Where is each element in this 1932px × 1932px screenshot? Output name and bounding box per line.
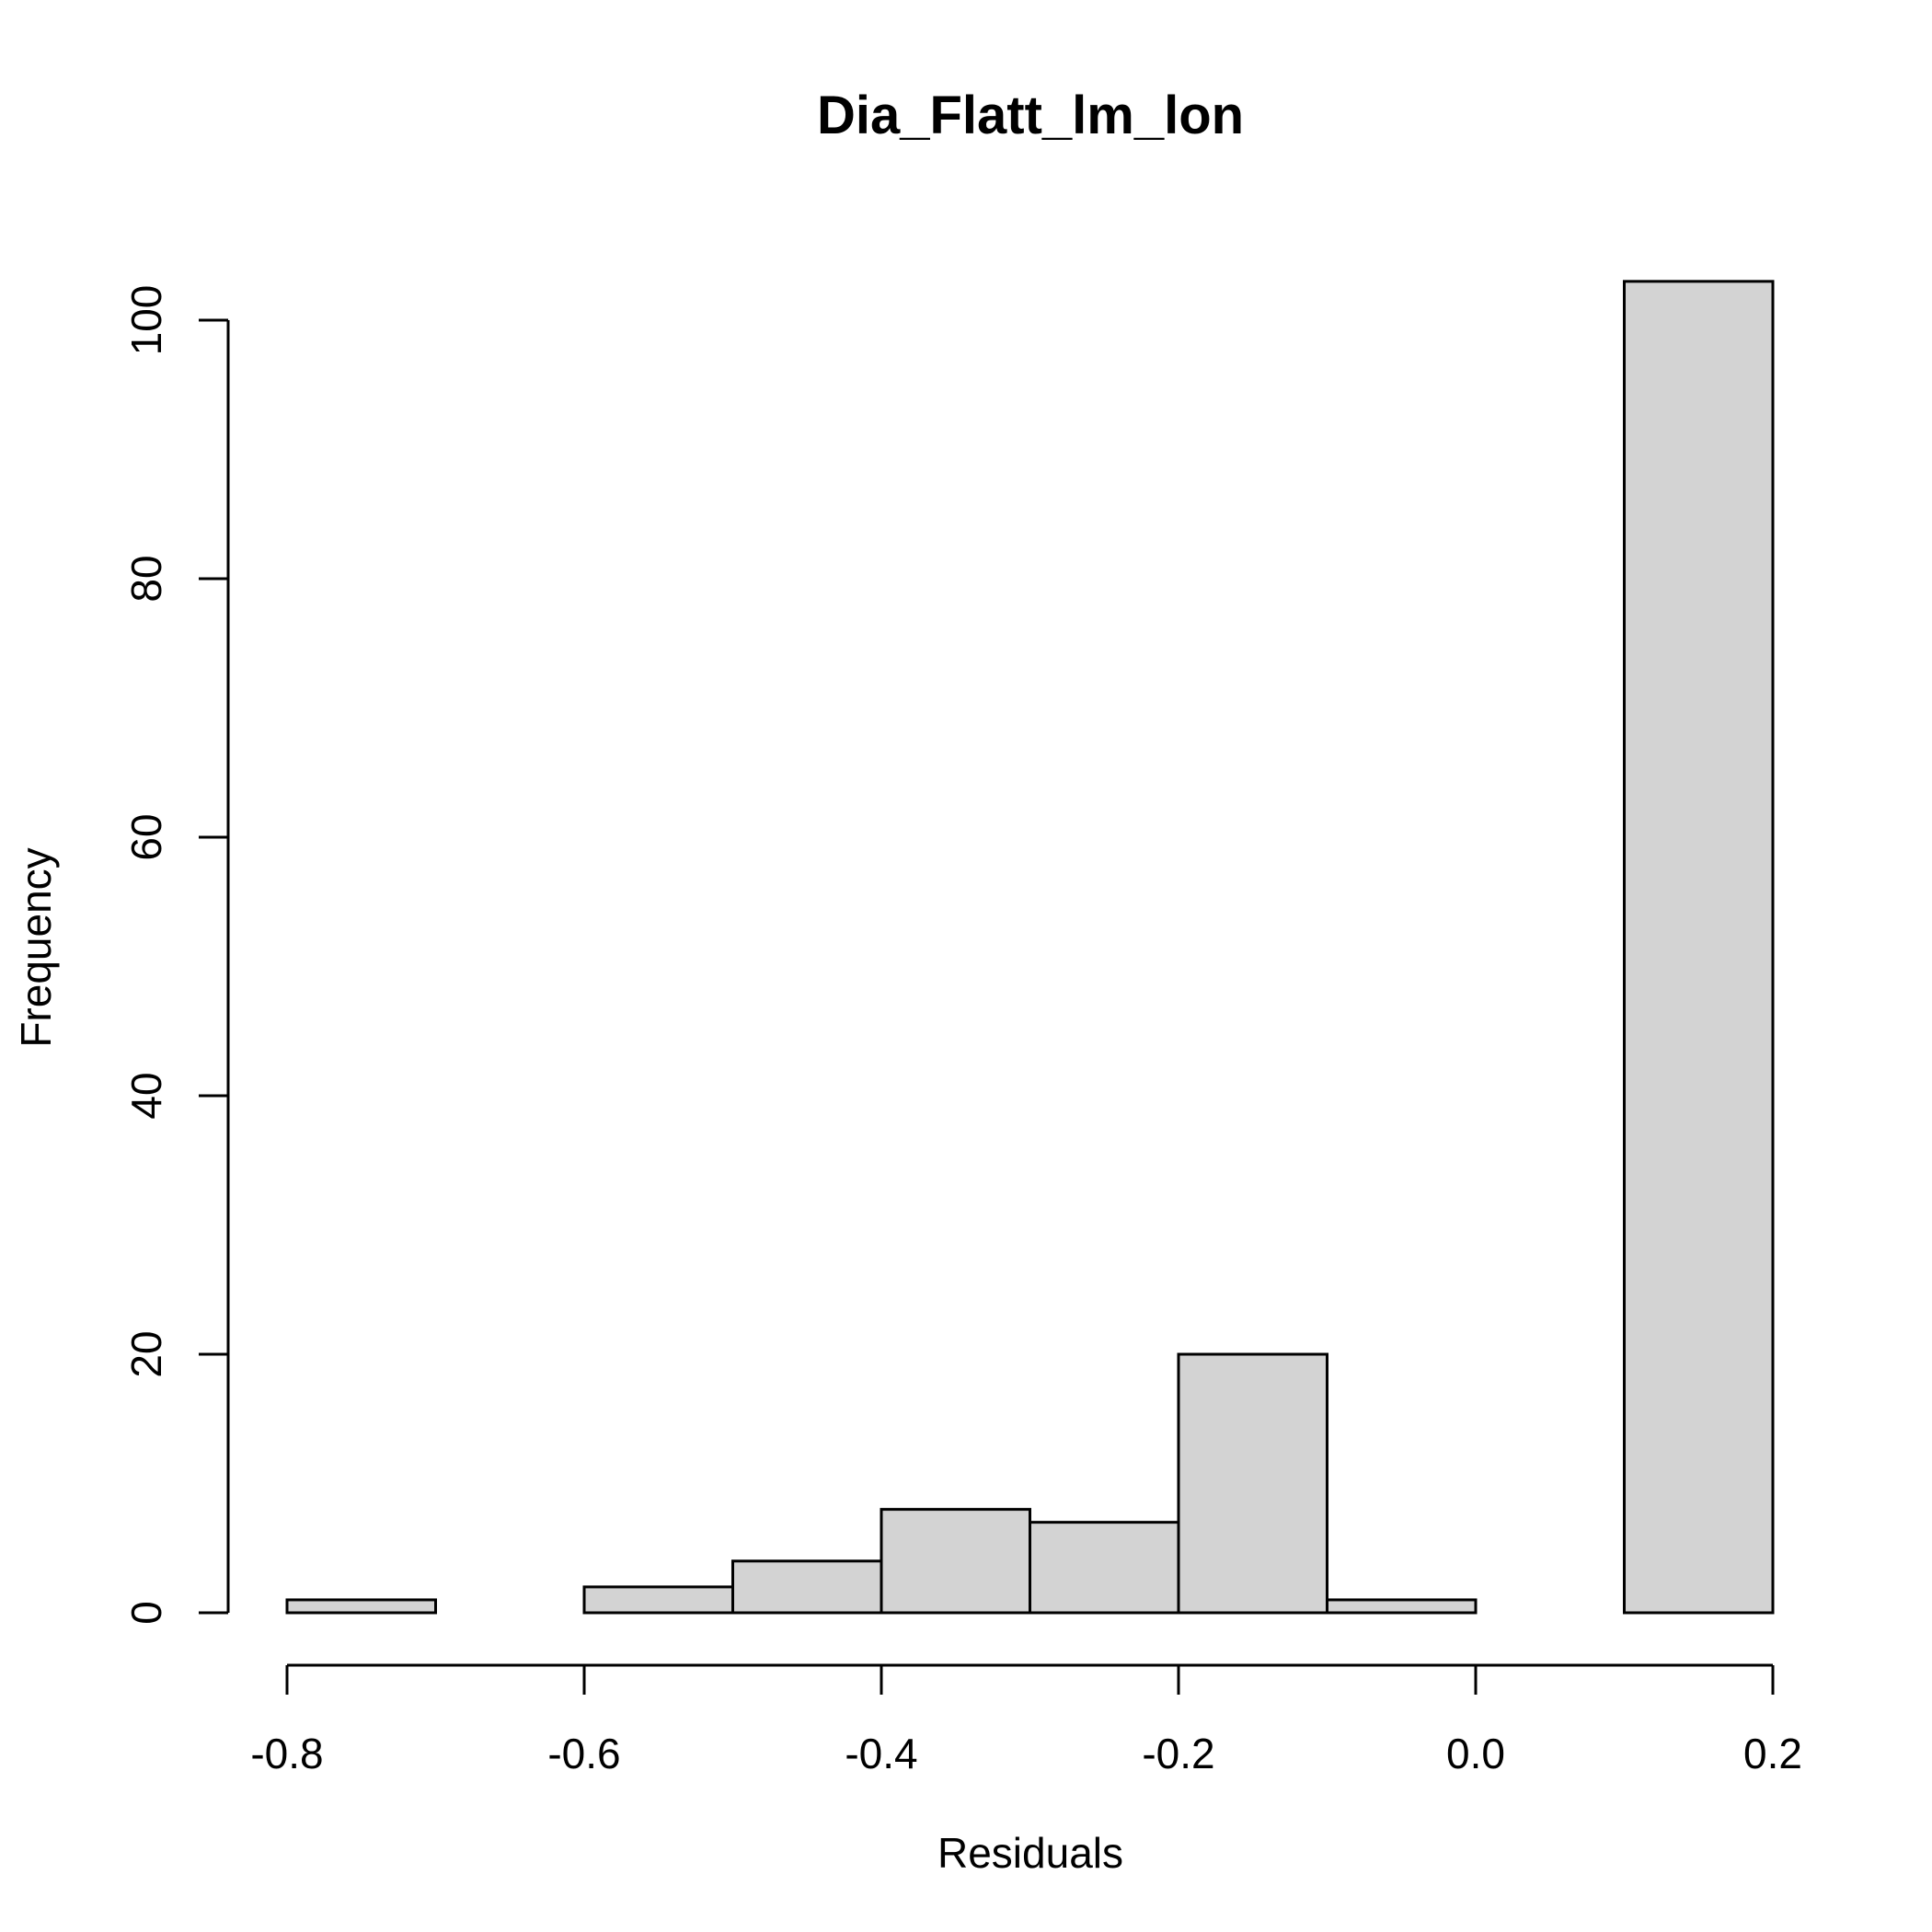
y-tick-label: 40 bbox=[122, 1072, 170, 1119]
histogram-bar bbox=[1177, 1352, 1328, 1615]
histogram-bar bbox=[582, 1585, 734, 1615]
histogram-bar bbox=[731, 1559, 883, 1615]
x-tick-label: -0.8 bbox=[250, 1730, 323, 1777]
y-axis-label: Frequency bbox=[12, 847, 60, 1047]
y-tick-label: 80 bbox=[122, 555, 170, 602]
y-tick-label: 60 bbox=[122, 813, 170, 860]
histogram-bar bbox=[1326, 1598, 1478, 1615]
chart-title: Dia_Flatt_lm_lon bbox=[817, 86, 1244, 145]
y-tick-label: 20 bbox=[122, 1330, 170, 1377]
x-tick-label: -0.2 bbox=[1142, 1730, 1214, 1777]
x-axis-label: Residuals bbox=[937, 1829, 1123, 1877]
histogram-bar bbox=[285, 1598, 437, 1615]
histogram-bar bbox=[1623, 280, 1775, 1615]
x-axis: -0.8 -0.6 -0.4 -0.2 0.0 0.2 bbox=[250, 1663, 1802, 1777]
histogram-bar bbox=[1029, 1521, 1180, 1615]
x-tick-label: -0.6 bbox=[547, 1730, 620, 1777]
x-tick-label: -0.4 bbox=[845, 1730, 917, 1777]
x-tick-label: 0.0 bbox=[1446, 1730, 1505, 1777]
y-tick-label: 0 bbox=[122, 1601, 170, 1625]
histogram-bar bbox=[880, 1508, 1031, 1615]
y-tick-label: 100 bbox=[122, 285, 170, 356]
y-axis: 0 20 40 60 80 100 bbox=[122, 285, 230, 1625]
histogram-bars bbox=[285, 280, 1775, 1615]
x-tick-label: 0.2 bbox=[1743, 1730, 1802, 1777]
